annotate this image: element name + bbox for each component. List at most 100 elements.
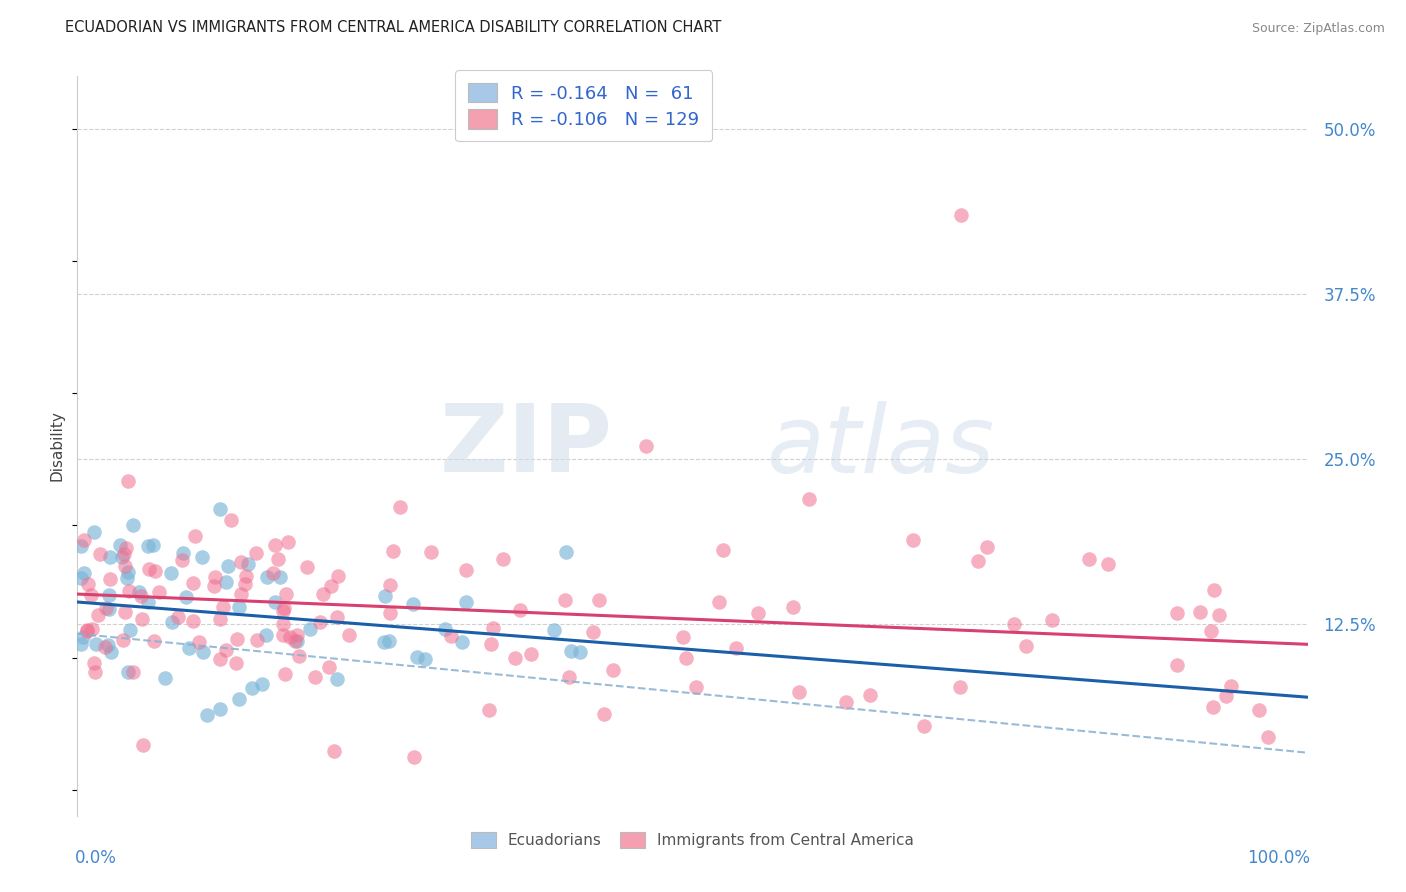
Point xyxy=(226,632,249,646)
Point xyxy=(250,677,273,691)
Point xyxy=(208,502,231,516)
Point xyxy=(240,681,263,695)
Point xyxy=(1097,557,1119,571)
Point xyxy=(277,535,299,549)
Point xyxy=(73,566,96,581)
Point xyxy=(179,641,201,656)
Point xyxy=(108,538,131,552)
Point xyxy=(117,474,139,488)
Point xyxy=(451,634,474,648)
Point xyxy=(481,621,503,635)
Point xyxy=(285,628,308,642)
Point xyxy=(271,616,294,631)
Point xyxy=(478,703,501,717)
Point xyxy=(132,738,155,752)
Point xyxy=(685,680,707,694)
Point xyxy=(83,524,105,539)
Point xyxy=(256,570,278,584)
Point xyxy=(318,659,340,673)
Point xyxy=(138,562,160,576)
Point xyxy=(273,601,295,615)
Point xyxy=(413,651,436,665)
Legend: Ecuadorians, Immigrants from Central America: Ecuadorians, Immigrants from Central Ame… xyxy=(465,826,920,855)
Point xyxy=(1257,730,1279,744)
Point xyxy=(204,569,226,583)
Point xyxy=(209,702,232,716)
Point xyxy=(136,594,159,608)
Point xyxy=(117,566,139,580)
Point xyxy=(434,622,457,636)
Point xyxy=(602,663,624,677)
Point xyxy=(172,546,194,560)
Point xyxy=(120,623,142,637)
Point xyxy=(208,612,231,626)
Point xyxy=(215,574,238,589)
Point xyxy=(100,645,122,659)
Point xyxy=(98,549,121,564)
Point xyxy=(711,543,734,558)
Point xyxy=(1208,608,1230,623)
Point xyxy=(217,559,239,574)
Point xyxy=(83,665,105,680)
Point xyxy=(187,634,209,648)
Point xyxy=(209,652,232,666)
Point xyxy=(949,680,972,694)
Point xyxy=(554,593,576,607)
Point xyxy=(492,552,515,566)
Point xyxy=(117,571,139,585)
Point xyxy=(1042,613,1064,627)
Point xyxy=(582,625,605,640)
Point xyxy=(297,560,319,574)
Point xyxy=(273,628,295,642)
Point xyxy=(142,634,165,648)
Point xyxy=(215,643,238,657)
Point xyxy=(181,576,204,591)
Point xyxy=(262,566,284,581)
Point xyxy=(97,639,120,653)
Point xyxy=(238,558,260,572)
Point xyxy=(143,565,166,579)
Point xyxy=(235,568,257,582)
Point xyxy=(593,707,616,722)
Point xyxy=(402,597,425,611)
Point xyxy=(326,610,349,624)
Point xyxy=(76,577,98,591)
Point xyxy=(229,587,252,601)
Point xyxy=(98,602,121,616)
Point xyxy=(167,610,190,624)
Point xyxy=(111,632,134,647)
Point xyxy=(76,623,98,637)
Point xyxy=(70,571,93,585)
Point xyxy=(160,566,183,580)
Point xyxy=(322,743,344,757)
Point xyxy=(73,533,96,548)
Point xyxy=(325,672,347,686)
Point xyxy=(80,588,103,602)
Point xyxy=(675,651,697,665)
Point xyxy=(235,577,257,591)
Point xyxy=(271,604,294,618)
Point xyxy=(97,588,120,602)
Point xyxy=(183,529,205,543)
Point xyxy=(70,540,93,554)
Point xyxy=(543,623,565,637)
Point xyxy=(112,548,135,562)
Point xyxy=(83,656,105,670)
Point xyxy=(724,640,747,655)
Point xyxy=(245,546,267,560)
Point xyxy=(191,550,214,565)
Point xyxy=(225,656,247,670)
Point xyxy=(115,541,138,556)
Point xyxy=(388,500,411,514)
Point xyxy=(114,558,136,573)
Point xyxy=(707,595,730,609)
Point xyxy=(479,637,502,651)
Point xyxy=(121,518,143,533)
Point xyxy=(976,540,998,554)
Point xyxy=(254,628,277,642)
Point xyxy=(276,587,298,601)
Point xyxy=(1215,690,1237,704)
Point xyxy=(72,631,94,645)
Point xyxy=(378,634,401,648)
Point xyxy=(111,550,134,565)
